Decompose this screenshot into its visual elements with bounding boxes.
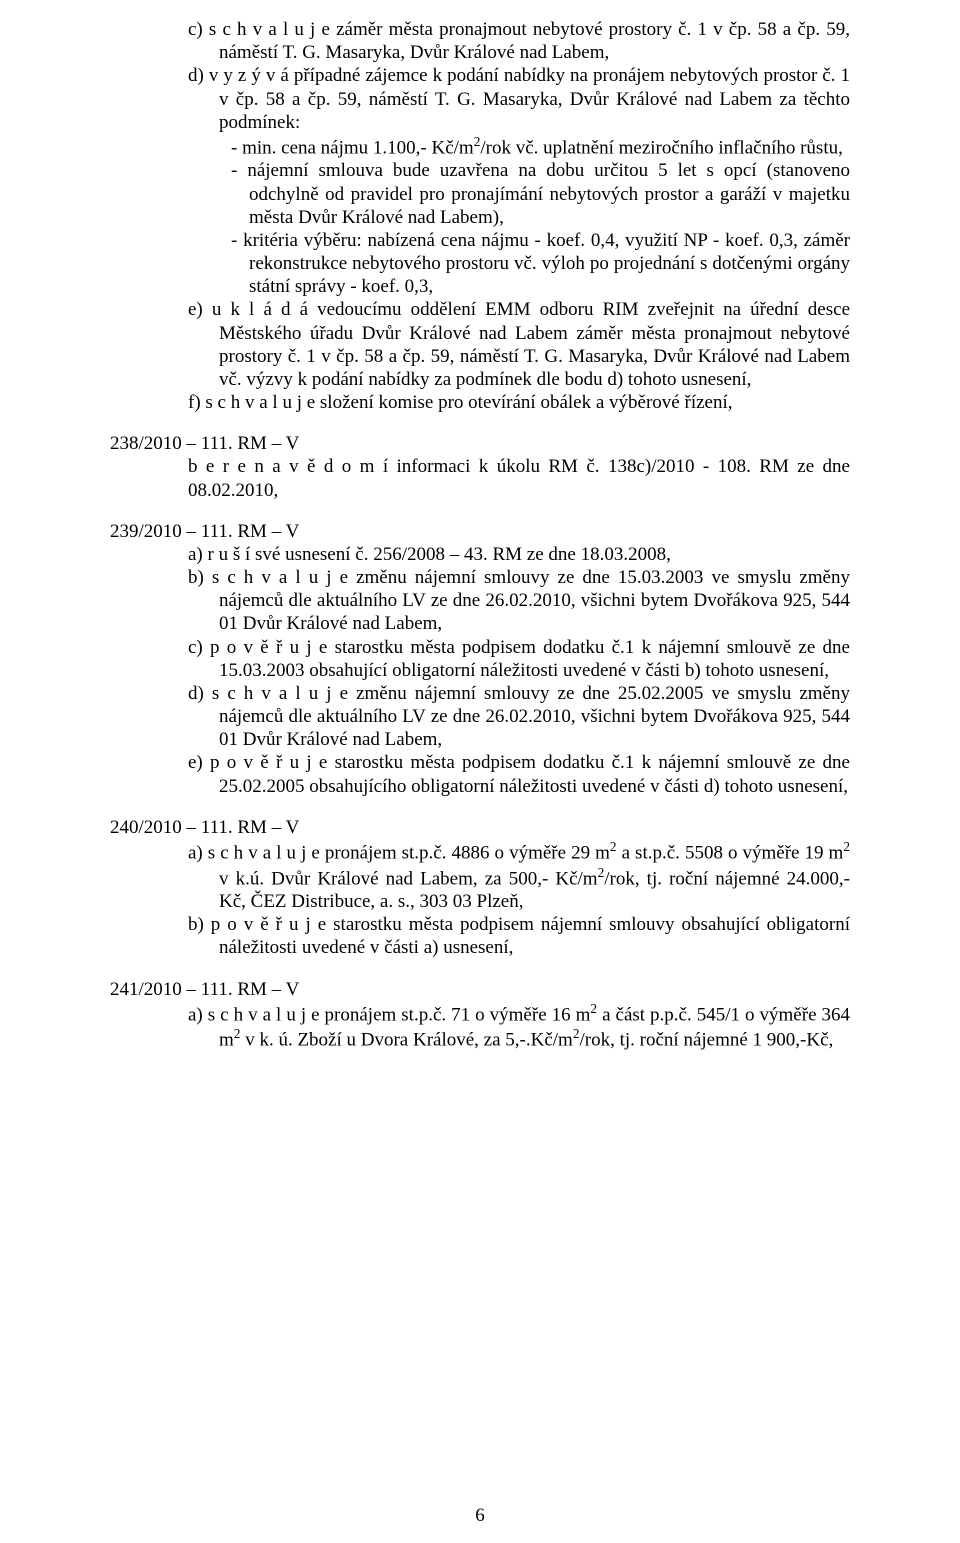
resolution-239-c: c) p o v ě ř u j e starostku města podpi… xyxy=(110,636,850,682)
resolution-238-body: b e r e n a v ě d o m í informaci k úkol… xyxy=(110,455,850,501)
res240-a-part3: v k.ú. Dvůr Králové nad Labem, za 500,- … xyxy=(219,868,598,889)
item-d: d) v y z ý v á případné zájemce k podání… xyxy=(110,64,850,134)
resolution-239-head: 239/2010 – 111. RM – V xyxy=(110,520,850,543)
item-e: e) u k l á d á vedoucímu oddělení EMM od… xyxy=(110,298,850,391)
item-f: f) s c h v a l u j e složení komise pro … xyxy=(110,391,850,414)
superscript-2: 2 xyxy=(573,1026,580,1041)
resolution-240-a: a) s c h v a l u j e pronájem st.p.č. 48… xyxy=(110,839,850,913)
bullet-1: - min. cena nájmu 1.100,- Kč/m2/rok vč. … xyxy=(110,134,850,160)
superscript-2: 2 xyxy=(610,839,617,854)
res241-a-part3: v k. ú. Zboží u Dvora Králové, za 5,-.Kč… xyxy=(240,1030,572,1051)
resolution-239-b: b) s c h v a l u j e změnu nájemní smlou… xyxy=(110,566,850,636)
item-c: c) s c h v a l u j e záměr města pronajm… xyxy=(110,18,850,64)
res241-a-part1: a) s c h v a l u j e pronájem st.p.č. 71… xyxy=(188,1004,590,1025)
superscript-2: 2 xyxy=(843,839,850,854)
document-page: c) s c h v a l u j e záměr města pronajm… xyxy=(0,0,960,1543)
resolution-240-b: b) p o v ě ř u j e starostku města podpi… xyxy=(110,913,850,959)
resolution-241-a: a) s c h v a l u j e pronájem st.p.č. 71… xyxy=(110,1001,850,1052)
resolution-239-d: d) s c h v a l u j e změnu nájemní smlou… xyxy=(110,682,850,752)
res240-a-part2: a st.p.č. 5508 o výměře 19 m xyxy=(617,842,844,863)
resolution-239-e: e) p o v ě ř u j e starostku města podpi… xyxy=(110,751,850,797)
page-number: 6 xyxy=(0,1505,960,1527)
resolution-238-head: 238/2010 – 111. RM – V xyxy=(110,432,850,455)
res241-a-part4: /rok, tj. roční nájemné 1 900,-Kč, xyxy=(580,1030,834,1051)
bullet-2: - nájemní smlouva bude uzavřena na dobu … xyxy=(110,159,850,229)
resolution-241-head: 241/2010 – 111. RM – V xyxy=(110,978,850,1001)
resolution-239-a: a) r u š í své usnesení č. 256/2008 – 43… xyxy=(110,543,850,566)
bullet-1-part-a: - min. cena nájmu 1.100,- Kč/m xyxy=(231,137,474,158)
bullet-3: - kritéria výběru: nabízená cena nájmu -… xyxy=(110,229,850,299)
res240-a-part1: a) s c h v a l u j e pronájem st.p.č. 48… xyxy=(188,842,610,863)
resolution-240-head: 240/2010 – 111. RM – V xyxy=(110,816,850,839)
bullet-1-part-b: /rok vč. uplatnění meziročního inflačníh… xyxy=(480,137,842,158)
